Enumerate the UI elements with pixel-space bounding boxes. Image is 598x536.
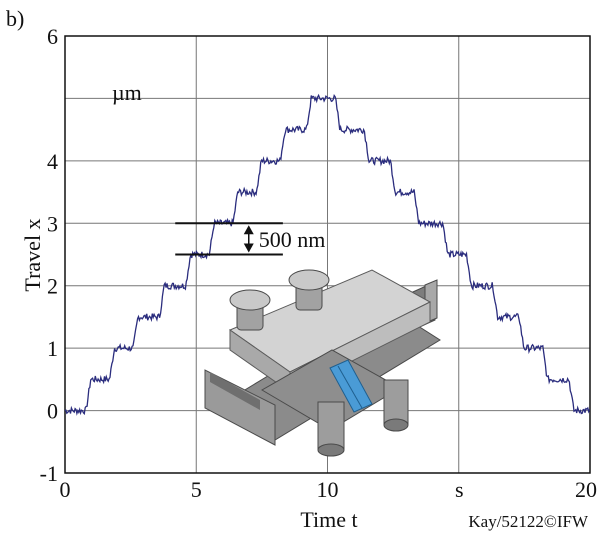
x-tick-labels: 0 5 10 20 — [60, 477, 598, 502]
y-tick-labels: -1 0 1 2 3 4 6 — [40, 24, 58, 486]
annotation-label: 500 nm — [259, 227, 326, 252]
x-tick-label: 10 — [317, 477, 339, 502]
y-tick-label: 0 — [47, 399, 58, 424]
credit-label: Kay/52122©IFW — [468, 512, 589, 531]
x-tick-label: 0 — [60, 477, 71, 502]
annotation-arrowhead-down — [243, 243, 254, 253]
x-tick-label: 5 — [191, 477, 202, 502]
y-unit-label: µm — [112, 80, 142, 105]
travel-trace — [64, 93, 591, 416]
positioning-stage-illustration — [204, 269, 441, 457]
x-axis-title: Time t — [300, 507, 357, 532]
y-tick-label: -1 — [40, 461, 58, 486]
y-tick-label: 3 — [47, 211, 58, 236]
panel-label: b) — [6, 6, 24, 31]
y-tick-label: 6 — [47, 24, 58, 49]
x-unit-label: s — [455, 477, 464, 502]
y-tick-label: 2 — [47, 274, 58, 299]
plot-frame — [64, 35, 591, 474]
y-axis-title: Travel x — [20, 218, 45, 291]
step-size-annotation: 500 nm — [175, 222, 326, 256]
x-tick-label: 20 — [575, 477, 597, 502]
annotation-arrowhead-up — [243, 225, 254, 235]
y-tick-label: 1 — [47, 336, 58, 361]
y-tick-label: 4 — [47, 149, 58, 174]
